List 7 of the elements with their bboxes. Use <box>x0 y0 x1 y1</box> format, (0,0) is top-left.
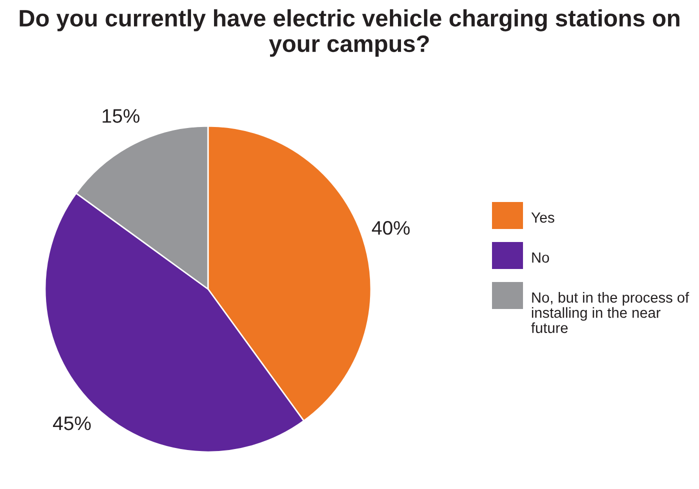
data-label: 15% <box>102 109 140 123</box>
legend-label: No <box>532 252 550 263</box>
data-label: 45% <box>52 416 91 430</box>
legend-label: Yes <box>531 212 554 223</box>
data-label: 40% <box>372 221 410 235</box>
chart-title: Do you currently have electric vehicle charging stations on your campus? <box>20 9 680 57</box>
legend-label: No, but in the process of installing in the near future <box>531 292 690 334</box>
